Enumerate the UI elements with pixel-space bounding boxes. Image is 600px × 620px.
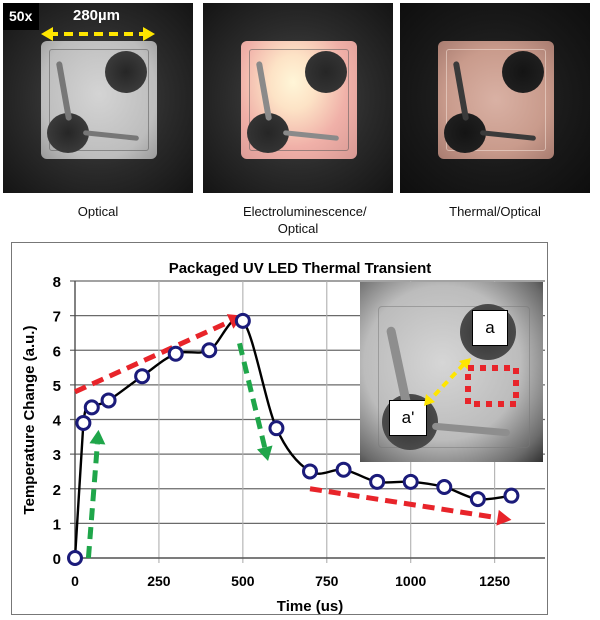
y-tick-label: 4 <box>53 413 62 430</box>
green-trend-arrow <box>237 342 273 462</box>
x-tick-label: 1250 <box>479 573 510 589</box>
led-chip <box>241 41 357 159</box>
chip-mesa <box>249 49 349 151</box>
data-point <box>167 345 184 362</box>
led-chip <box>41 41 157 159</box>
bond-pad-a <box>502 51 544 93</box>
data-point <box>436 479 453 496</box>
chart-frame <box>11 242 548 615</box>
inset-label-a-prime: a' <box>389 400 427 436</box>
micrograph-optical: 50x 280µm <box>3 3 193 193</box>
y-tick-label: 8 <box>53 274 61 291</box>
inset-overlay <box>424 358 519 407</box>
x-tick-label: 500 <box>231 573 255 589</box>
scale-bar-arrow <box>41 27 155 41</box>
y-tick-label: 6 <box>53 343 61 360</box>
micrograph-electroluminescence <box>203 3 393 193</box>
arrow-head <box>256 445 273 462</box>
chip-mesa <box>446 49 546 151</box>
y-tick-label: 5 <box>53 378 61 395</box>
data-point <box>67 550 83 566</box>
data-point <box>234 312 251 329</box>
data-point <box>201 342 218 359</box>
y-tick-label: 2 <box>53 482 61 499</box>
arrow-shaft <box>85 443 100 559</box>
x-tick-label: 250 <box>147 573 171 589</box>
y-tick-label: 1 <box>53 516 61 533</box>
caption-electroluminescence: Electroluminescence/ Optical <box>243 204 367 236</box>
data-point <box>335 461 352 478</box>
arrow-head <box>496 509 512 526</box>
data-point <box>402 473 419 490</box>
data-point <box>503 487 520 504</box>
data-point <box>134 368 151 385</box>
inset-micrograph: a a' <box>360 282 543 462</box>
inset-mesa <box>378 306 530 448</box>
bond-pad-a <box>105 51 147 93</box>
hotspot-box <box>465 365 519 407</box>
data-point <box>302 463 318 480</box>
data-point <box>83 399 100 416</box>
magnification-label: 50x <box>3 3 40 30</box>
led-chip <box>438 41 554 159</box>
data-point <box>469 491 486 508</box>
x-axis-label: Time (us) <box>277 598 343 615</box>
y-tick-label: 3 <box>53 447 61 464</box>
scale-bar-label: 280µm <box>73 7 121 24</box>
arrow-shaft <box>309 486 498 521</box>
y-axis-label: Temperature Change (a.u.) <box>21 326 38 515</box>
x-tick-label: 1000 <box>395 573 426 589</box>
arrow-head <box>89 429 106 445</box>
data-point <box>75 414 92 431</box>
pad-distance-arrow <box>424 358 471 406</box>
arrow-shaft <box>73 319 232 395</box>
green-trend-arrow <box>85 429 106 559</box>
bond-pad-a <box>305 51 347 93</box>
caption-optical: Optical <box>77 204 119 219</box>
chip-mesa <box>49 49 149 151</box>
micrograph-thermal <box>400 3 590 193</box>
y-tick-label: 7 <box>53 309 61 326</box>
inset-label-a: a <box>472 310 508 346</box>
caption-thermal: Thermal/Optical <box>449 204 541 219</box>
data-point <box>369 473 386 490</box>
data-point <box>100 392 117 409</box>
data-point <box>268 420 285 437</box>
x-tick-label: 0 <box>71 573 79 589</box>
chart-title: Packaged UV LED Thermal Transient <box>169 260 432 277</box>
x-tick-label: 750 <box>315 573 339 589</box>
y-tick-label: 0 <box>53 551 61 568</box>
red-trend-arrow <box>309 486 512 526</box>
